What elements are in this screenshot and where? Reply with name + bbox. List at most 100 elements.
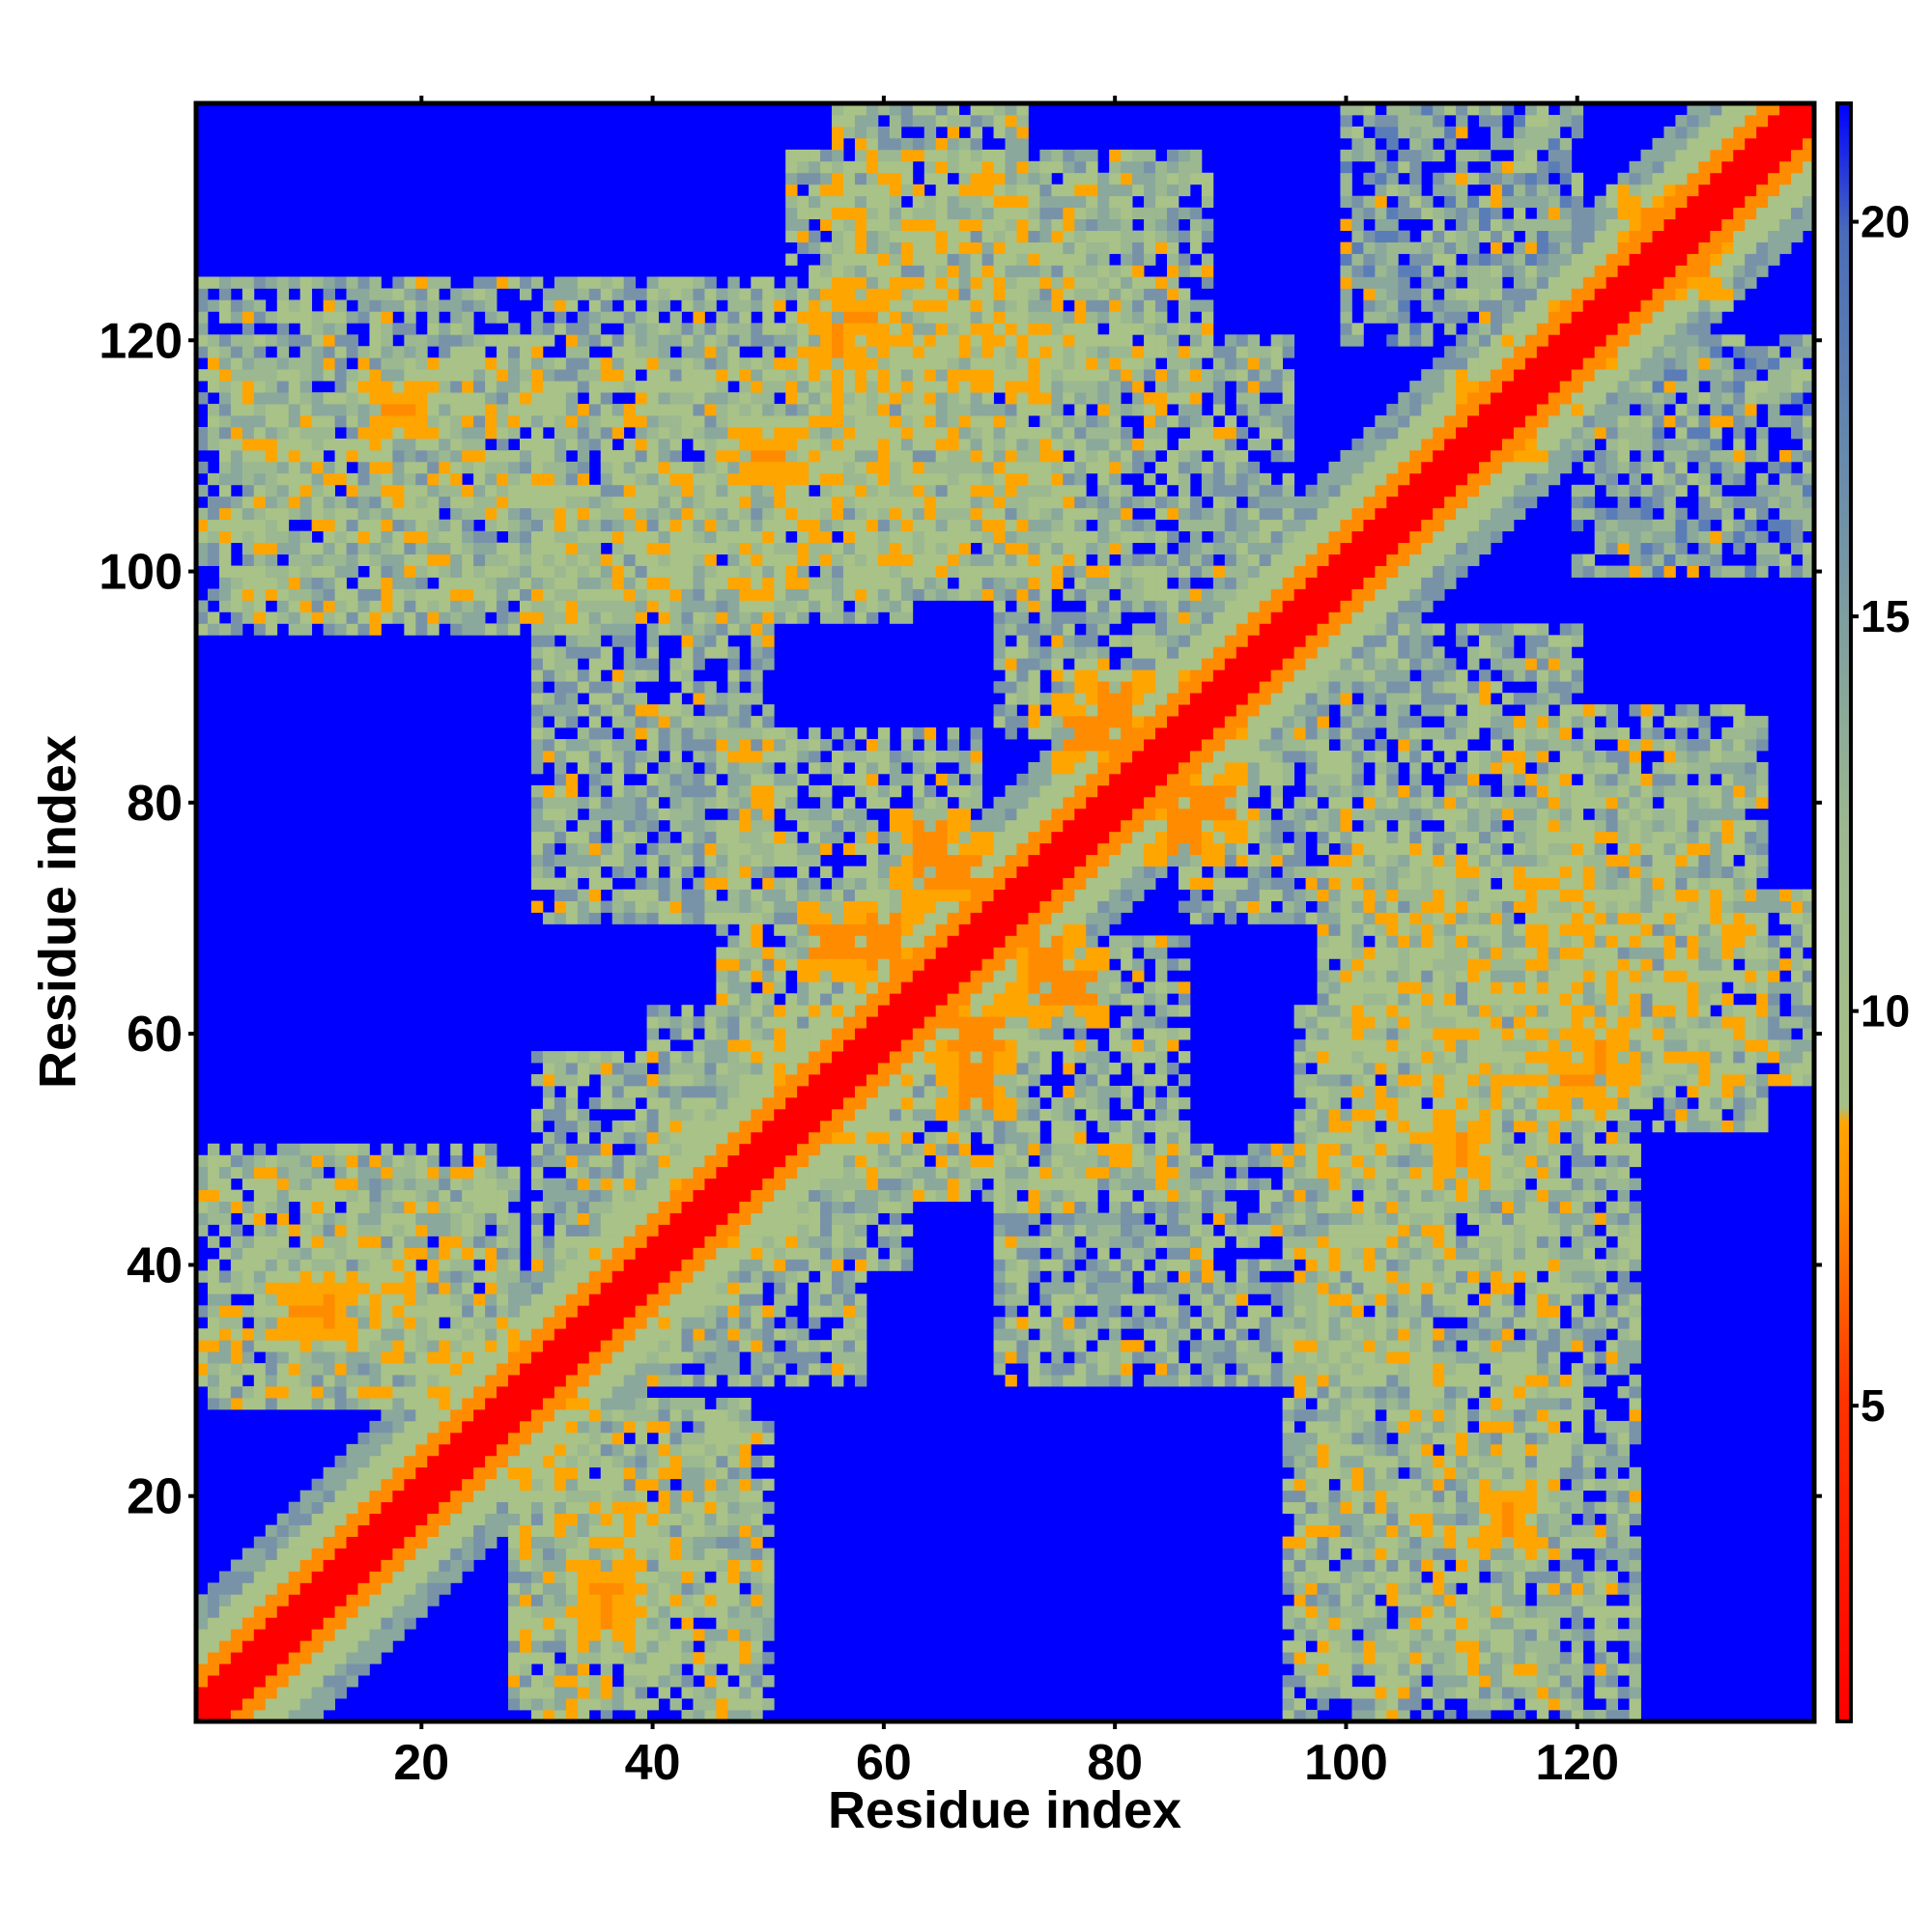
heatmap-cell — [739, 1154, 752, 1168]
heatmap-cell — [196, 1640, 209, 1653]
heatmap-cell — [588, 542, 602, 554]
heatmap-cell — [520, 1559, 532, 1572]
heatmap-cell — [369, 1363, 382, 1376]
heatmap-cell — [854, 369, 867, 382]
heatmap-cell — [727, 461, 740, 474]
heatmap-cell — [843, 842, 856, 856]
heatmap-cell — [196, 438, 209, 451]
heatmap-cell — [658, 1005, 670, 1017]
heatmap-cell — [832, 265, 844, 277]
heatmap-cell — [346, 1640, 358, 1653]
heatmap-cell — [323, 1375, 335, 1387]
heatmap-cell — [230, 611, 243, 624]
heatmap-cell — [577, 669, 590, 682]
heatmap-cell — [727, 1120, 740, 1133]
heatmap-cell — [530, 900, 544, 913]
heatmap-cell — [346, 1513, 358, 1525]
heatmap-cell — [739, 1548, 752, 1560]
heatmap-cell — [774, 381, 786, 393]
heatmap-cell — [809, 900, 821, 913]
heatmap-cell — [542, 1455, 555, 1468]
heatmap-cell — [785, 1039, 798, 1052]
heatmap-cell — [242, 334, 255, 347]
heatmap-cell — [600, 1698, 613, 1711]
heatmap-cell — [716, 761, 728, 775]
heatmap-cell — [866, 149, 879, 162]
heatmap-cell — [392, 1536, 405, 1548]
heatmap-cell — [311, 1166, 324, 1179]
heatmap-cell — [797, 1212, 810, 1225]
heatmap-cell — [693, 369, 705, 382]
heatmap-cell — [565, 530, 579, 544]
heatmap-cell — [473, 542, 486, 554]
heatmap-cell — [739, 1710, 752, 1722]
heatmap-cell — [832, 1293, 844, 1306]
heatmap-cell — [357, 1386, 370, 1399]
heatmap-cell — [565, 1663, 579, 1676]
heatmap-cell — [704, 1212, 717, 1225]
heatmap-cell — [843, 253, 856, 266]
heatmap-cell — [230, 1224, 243, 1236]
heatmap-cell — [346, 1466, 358, 1480]
heatmap-cell — [497, 404, 509, 416]
heatmap-cell — [693, 1559, 705, 1572]
heatmap-cell — [646, 1340, 659, 1352]
heatmap-cell — [346, 346, 358, 358]
heatmap-cell — [323, 1594, 335, 1606]
heatmap-cell — [415, 299, 428, 312]
heatmap-cell — [577, 1143, 590, 1156]
heatmap-cell — [288, 427, 301, 440]
heatmap-cell — [600, 438, 613, 451]
heatmap-cell — [600, 1085, 613, 1098]
heatmap-cell — [658, 427, 670, 440]
heatmap-cell — [623, 276, 637, 289]
heatmap-cell — [635, 727, 647, 740]
heatmap-cell — [577, 496, 590, 509]
heatmap-cell — [646, 1663, 659, 1676]
heatmap-cell — [854, 1028, 867, 1040]
heatmap-cell — [751, 693, 763, 705]
heatmap-cell — [739, 1293, 752, 1306]
heatmap-cell — [311, 1687, 324, 1699]
heatmap-cell — [299, 1375, 313, 1387]
heatmap-cell — [739, 1640, 752, 1653]
heatmap-cell — [704, 381, 717, 393]
heatmap-cell — [681, 912, 694, 924]
heatmap-cell — [843, 1270, 856, 1283]
heatmap-cell — [357, 530, 370, 544]
heatmap-cell — [346, 1490, 358, 1503]
heatmap-cell — [381, 1408, 393, 1422]
heatmap-cell — [704, 877, 717, 890]
heatmap-cell — [762, 1594, 775, 1606]
heatmap-cell — [334, 1663, 347, 1676]
heatmap-cell — [196, 1201, 209, 1213]
heatmap-cell — [877, 751, 891, 763]
heatmap-cell — [681, 346, 694, 358]
heatmap-cell — [450, 449, 463, 463]
heatmap-cell — [242, 1559, 255, 1572]
heatmap-cell — [727, 311, 740, 324]
heatmap-cell — [762, 530, 775, 544]
heatmap-cell — [311, 1559, 324, 1572]
heatmap-cell — [554, 1466, 567, 1480]
heatmap-cell — [785, 600, 798, 612]
heatmap-cell — [450, 1328, 463, 1341]
heatmap-cell — [357, 1154, 370, 1168]
heatmap-cell — [716, 646, 728, 659]
heatmap-cell — [381, 1282, 393, 1294]
heatmap-cell — [635, 1120, 647, 1133]
heatmap-cell — [381, 1582, 393, 1595]
heatmap-cell — [866, 230, 879, 242]
heatmap-cell — [623, 1698, 637, 1711]
heatmap-cell — [716, 1212, 728, 1225]
heatmap-cell — [542, 1201, 555, 1213]
heatmap-cell — [809, 299, 821, 312]
heatmap-cell — [207, 1582, 220, 1595]
heatmap-cell — [658, 704, 670, 717]
heatmap-cell — [554, 392, 567, 405]
heatmap-cell — [207, 1317, 220, 1329]
heatmap-cell — [739, 542, 752, 554]
heatmap-cell — [704, 1108, 717, 1122]
heatmap-cell — [854, 958, 867, 971]
heatmap-cell — [623, 1559, 637, 1572]
